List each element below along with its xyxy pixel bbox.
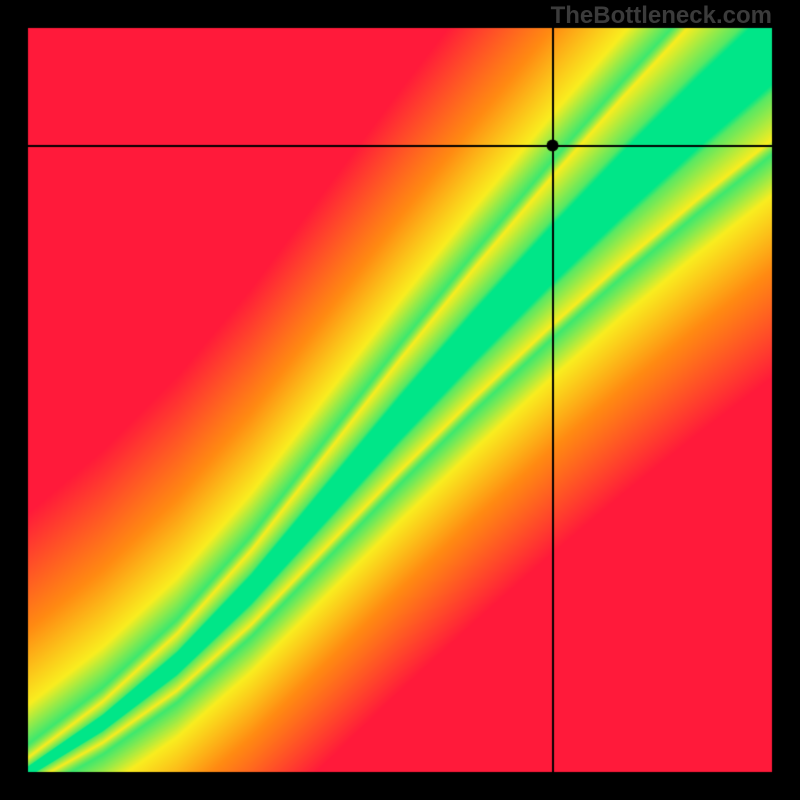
bottleneck-heatmap — [0, 0, 800, 800]
watermark-text: TheBottleneck.com — [551, 2, 772, 30]
